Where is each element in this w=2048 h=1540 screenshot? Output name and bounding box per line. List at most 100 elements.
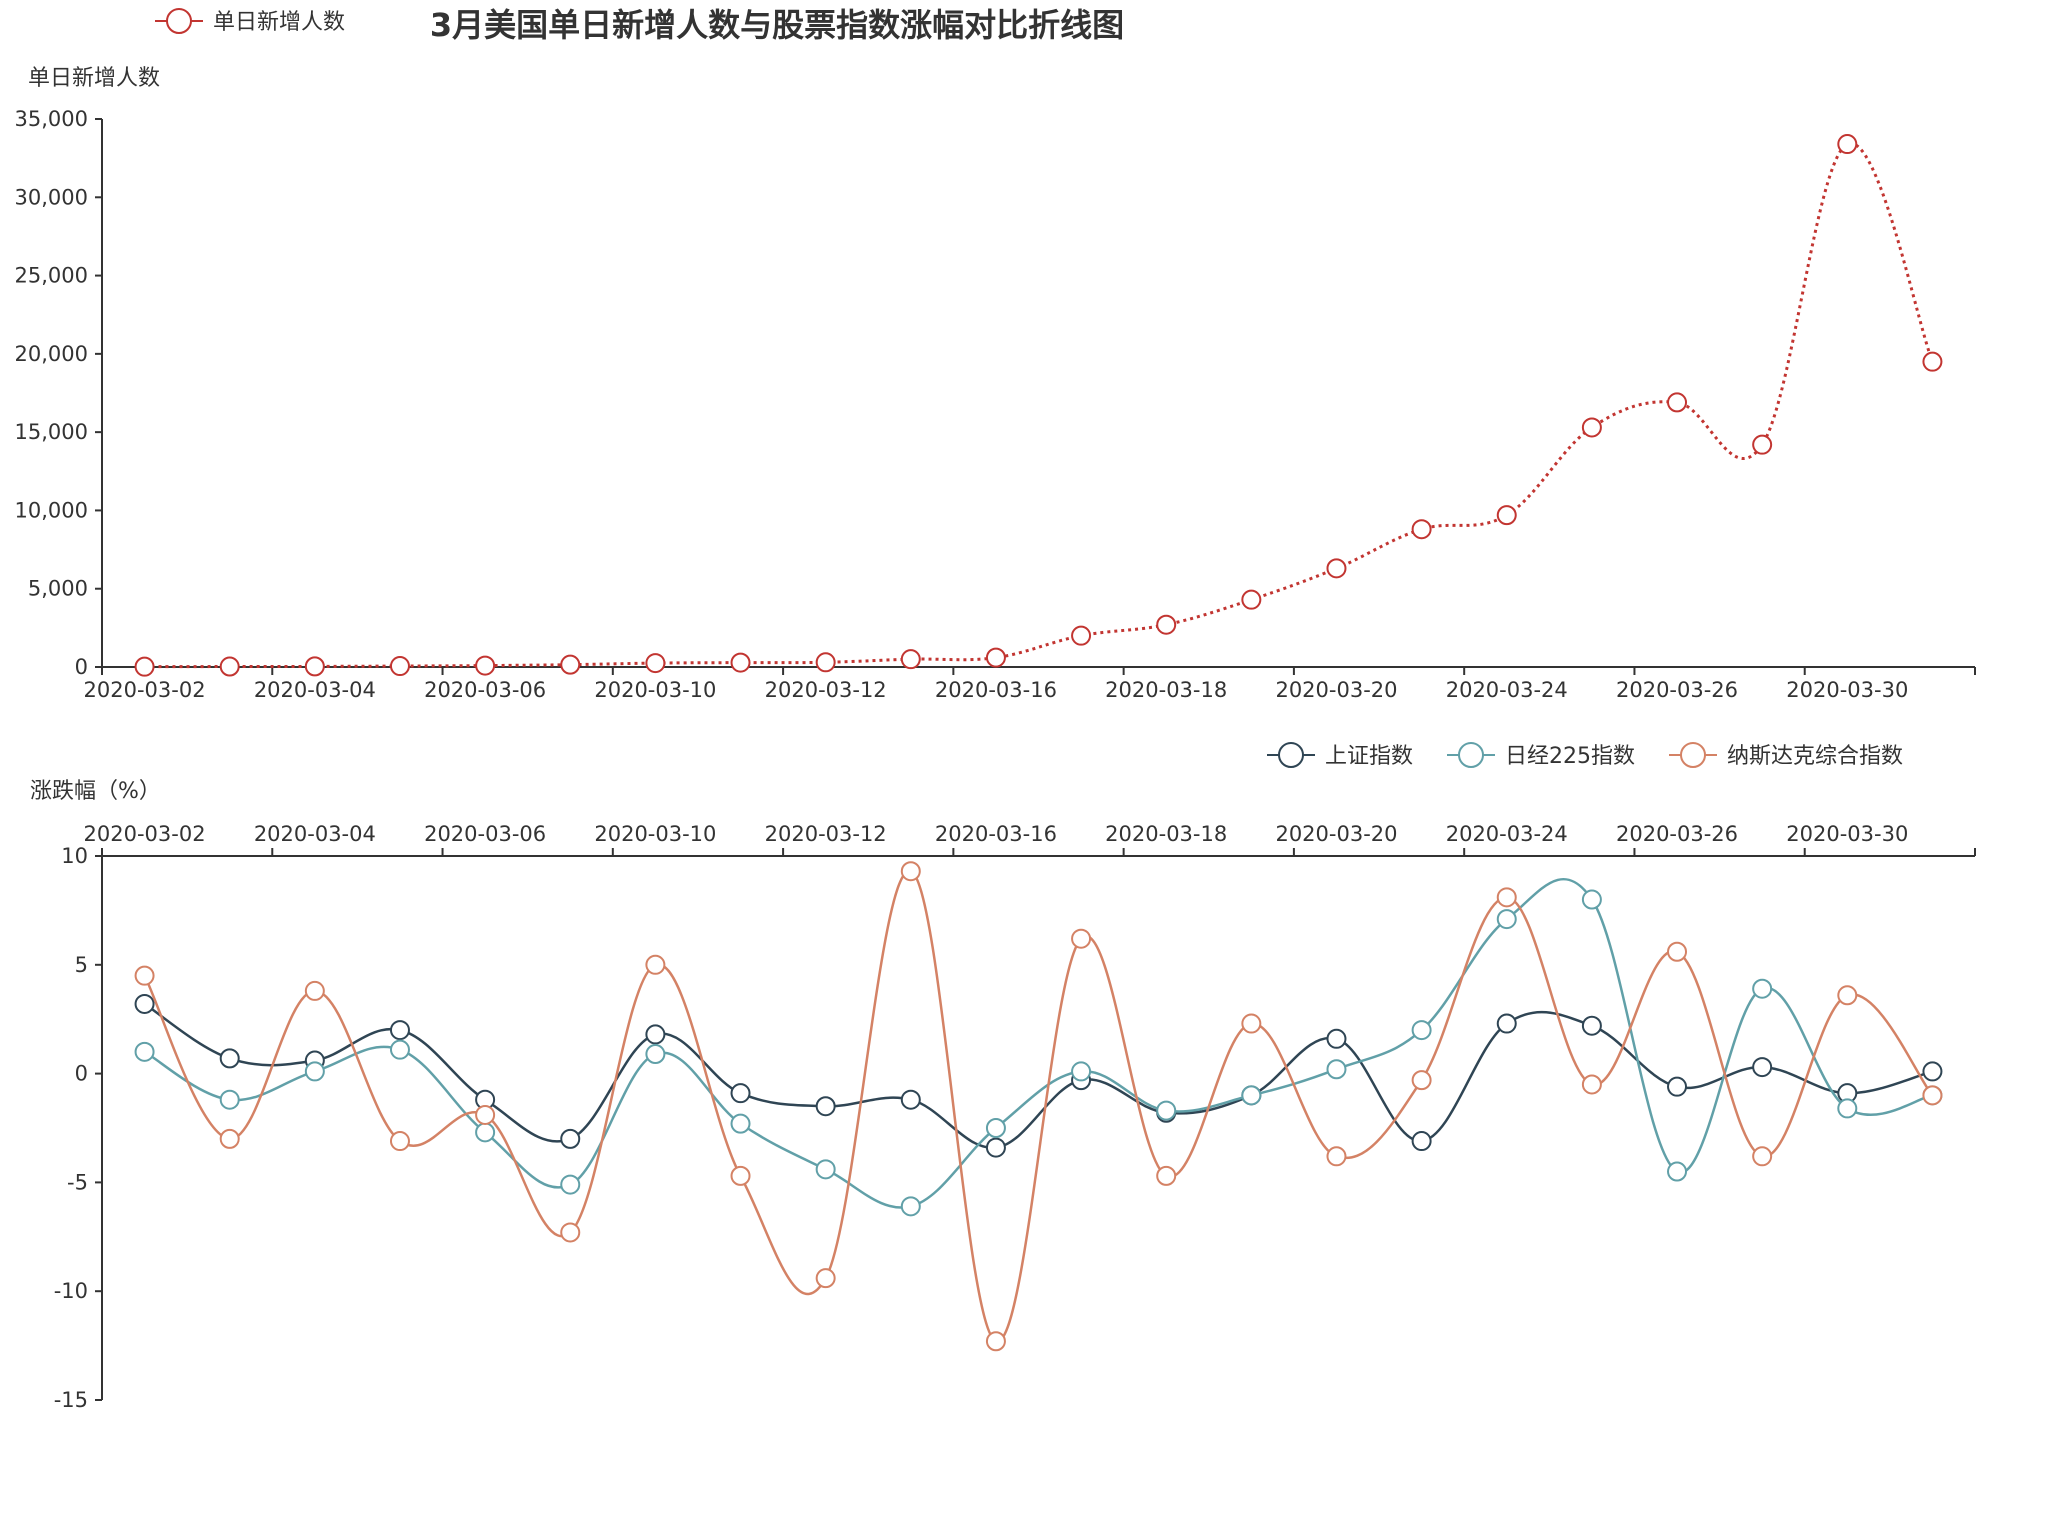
bottom-data-point[interactable]: [560, 1222, 581, 1243]
bottom-legend-circle-icon: [1278, 742, 1304, 768]
top-data-point[interactable]: [304, 656, 325, 677]
top-data-point[interactable]: [389, 656, 410, 677]
bottom-data-point[interactable]: [1752, 1057, 1773, 1078]
top-legend[interactable]: 单日新增人数: [155, 8, 345, 35]
top-data-point[interactable]: [1667, 392, 1688, 413]
bottom-x-tick-label: 2020-03-20: [1275, 822, 1397, 846]
bottom-data-point[interactable]: [985, 1118, 1006, 1138]
bottom-data-point[interactable]: [645, 1024, 666, 1045]
top-x-tick-label: 2020-03-18: [1105, 678, 1227, 702]
bottom-data-point[interactable]: [134, 1041, 155, 1062]
bottom-data-point[interactable]: [645, 1044, 666, 1065]
bottom-series-line-2: [143, 869, 1934, 1343]
bottom-data-point[interactable]: [900, 1089, 921, 1110]
top-data-point[interactable]: [815, 652, 836, 673]
top-data-point[interactable]: [730, 652, 751, 673]
bottom-data-point[interactable]: [1241, 1085, 1262, 1106]
bottom-data-point[interactable]: [815, 1159, 836, 1180]
bottom-data-point[interactable]: [1752, 1146, 1773, 1167]
bottom-data-point[interactable]: [645, 954, 666, 975]
bottom-data-point[interactable]: [815, 1268, 836, 1289]
bottom-data-point[interactable]: [1581, 889, 1602, 910]
bottom-data-point[interactable]: [304, 980, 325, 1001]
bottom-data-point[interactable]: [219, 1089, 240, 1110]
bottom-data-point[interactable]: [1071, 1061, 1092, 1082]
bottom-data-point[interactable]: [1411, 1020, 1432, 1041]
bottom-data-point[interactable]: [134, 965, 155, 986]
bottom-data-point[interactable]: [730, 1083, 751, 1104]
bottom-data-point[interactable]: [730, 1113, 751, 1134]
bottom-data-point[interactable]: [1667, 1076, 1688, 1097]
bottom-data-point[interactable]: [1411, 1131, 1432, 1152]
bottom-data-point[interactable]: [219, 1128, 240, 1149]
bottom-data-point[interactable]: [985, 1137, 1006, 1158]
bottom-data-point[interactable]: [1411, 1070, 1432, 1091]
bottom-data-point[interactable]: [1837, 985, 1858, 1006]
bottom-data-point[interactable]: [1837, 1098, 1858, 1119]
top-y-axis-name: 单日新增人数: [28, 66, 160, 91]
bottom-x-tick-label: 2020-03-26: [1616, 822, 1738, 846]
bottom-data-point[interactable]: [1156, 1100, 1177, 1121]
top-data-point[interactable]: [1071, 625, 1092, 646]
bottom-legend-label: 上证指数: [1325, 744, 1413, 769]
bottom-data-point[interactable]: [1752, 978, 1773, 999]
bottom-data-point[interactable]: [1667, 1161, 1688, 1182]
bottom-data-point[interactable]: [389, 1039, 410, 1060]
bottom-data-point[interactable]: [134, 993, 155, 1014]
top-x-tick-label: 2020-03-12: [765, 678, 887, 702]
top-data-point[interactable]: [1156, 614, 1177, 635]
bottom-data-point[interactable]: [1581, 1074, 1602, 1095]
top-data-point[interactable]: [900, 649, 921, 670]
bottom-legend[interactable]: 上证指数 日经225指数 纳斯达克综合指数: [1267, 742, 1903, 769]
bottom-data-point[interactable]: [1326, 1146, 1347, 1167]
top-data-point[interactable]: [475, 655, 496, 676]
top-data-point[interactable]: [1241, 589, 1262, 610]
bottom-data-point[interactable]: [475, 1104, 496, 1125]
bottom-data-point[interactable]: [1496, 887, 1517, 908]
bottom-legend-item-0[interactable]: 上证指数: [1267, 742, 1413, 769]
bottom-data-point[interactable]: [560, 1128, 581, 1149]
bottom-series-line-0: [143, 1002, 1933, 1149]
top-data-point[interactable]: [1752, 434, 1773, 455]
bottom-data-point[interactable]: [475, 1122, 496, 1143]
bottom-data-point[interactable]: [560, 1174, 581, 1195]
top-data-point[interactable]: [1837, 134, 1858, 155]
bottom-data-point[interactable]: [1922, 1061, 1943, 1082]
bottom-data-point[interactable]: [304, 1061, 325, 1082]
bottom-data-point[interactable]: [900, 861, 921, 882]
top-data-point[interactable]: [985, 647, 1006, 668]
top-data-point[interactable]: [1326, 558, 1347, 579]
top-data-point[interactable]: [1411, 519, 1432, 540]
bottom-data-point[interactable]: [1922, 1085, 1943, 1106]
top-data-point[interactable]: [1581, 417, 1602, 438]
bottom-data-point[interactable]: [1071, 928, 1092, 949]
bottom-data-point[interactable]: [389, 1020, 410, 1041]
top-y-tick-label: 0: [75, 655, 88, 679]
bottom-data-point[interactable]: [985, 1331, 1006, 1352]
bottom-data-point[interactable]: [219, 1048, 240, 1069]
bottom-legend-item-2[interactable]: 纳斯达克综合指数: [1669, 742, 1903, 769]
bottom-data-point[interactable]: [1156, 1165, 1177, 1186]
bottom-data-point[interactable]: [1667, 941, 1688, 962]
bottom-data-point[interactable]: [1326, 1059, 1347, 1080]
bottom-legend-item-1[interactable]: 日经225指数: [1447, 742, 1635, 769]
bottom-x-tick-label: 2020-03-16: [935, 822, 1057, 846]
top-data-point[interactable]: [1496, 505, 1517, 526]
bottom-data-point[interactable]: [730, 1165, 751, 1186]
bottom-data-point[interactable]: [1496, 909, 1517, 930]
top-data-point[interactable]: [1922, 351, 1943, 372]
top-legend-item-0[interactable]: 单日新增人数: [155, 8, 345, 35]
bottom-data-point[interactable]: [815, 1096, 836, 1117]
top-data-point[interactable]: [219, 656, 240, 677]
bottom-data-point[interactable]: [1241, 1013, 1262, 1034]
bottom-data-point[interactable]: [900, 1196, 921, 1217]
bottom-data-point[interactable]: [389, 1131, 410, 1152]
bottom-y-tick-label: -5: [67, 1170, 88, 1194]
top-data-point[interactable]: [645, 653, 666, 674]
bottom-data-point[interactable]: [1581, 1015, 1602, 1036]
bottom-data-point[interactable]: [1496, 1013, 1517, 1034]
top-data-point[interactable]: [134, 656, 155, 677]
bottom-data-point[interactable]: [1326, 1028, 1347, 1049]
top-data-point[interactable]: [560, 654, 581, 675]
